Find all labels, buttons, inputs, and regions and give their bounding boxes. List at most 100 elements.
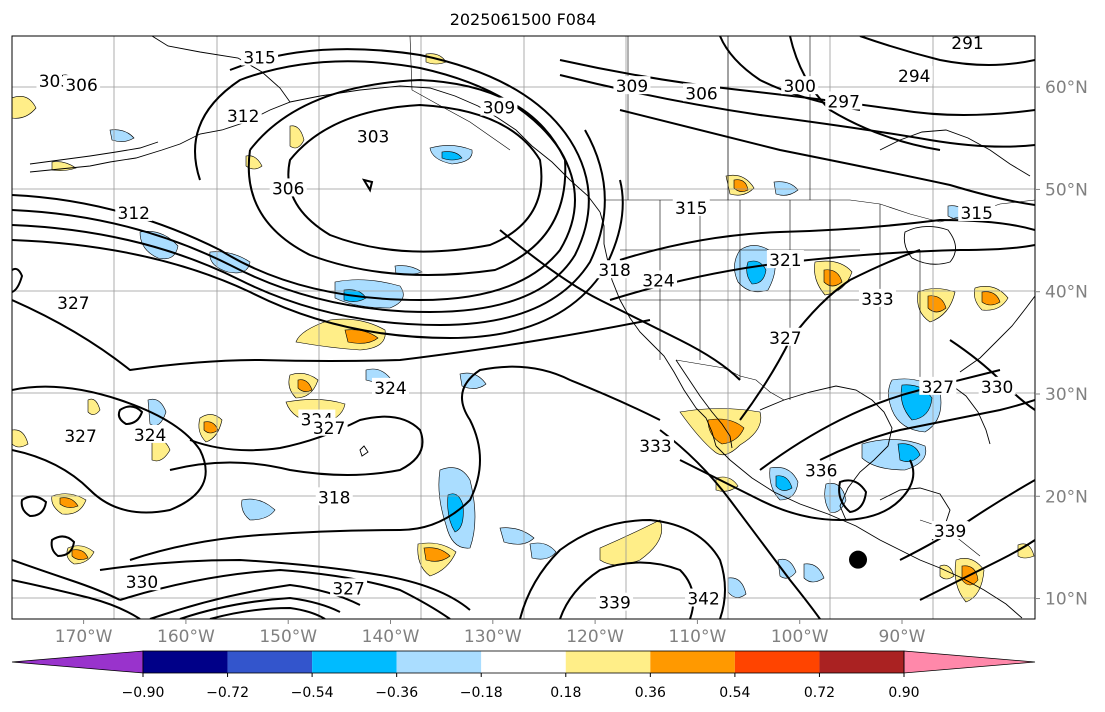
coastline-baja: [675, 359, 733, 449]
shaded-region: [775, 475, 793, 491]
map-frame: [11, 35, 1036, 620]
contour-label: 321: [769, 251, 801, 271]
contour-line: [759, 369, 1001, 471]
border-canada-provinces: [627, 36, 811, 200]
colorbar-tick-label: 0.18: [550, 685, 581, 701]
lat-tick-label: 60°N: [1045, 78, 1088, 98]
coastline-west-coast: [599, 211, 717, 447]
contour-line: [12, 579, 141, 619]
contour-line: [519, 518, 726, 619]
shaded-region: [71, 549, 89, 560]
colorbar-bin: [650, 651, 735, 673]
contour-label-bg: [115, 202, 153, 221]
contour-label: 315: [675, 199, 707, 219]
contour-line: [12, 267, 24, 293]
border-alaska-canada: [409, 36, 511, 151]
contour-label-bg: [931, 521, 969, 540]
contour-line: [919, 539, 1035, 601]
contour-label: 324: [134, 426, 166, 446]
contour-label: 327: [313, 419, 345, 439]
shaded-region: [59, 497, 79, 508]
contour-line: [899, 479, 1035, 561]
shaded-region: [529, 542, 557, 560]
contour-label: 306: [272, 179, 304, 199]
contour-label-bg: [131, 424, 169, 443]
lat-tick-label: 20°N: [1045, 487, 1088, 507]
shaded-region: [927, 295, 947, 313]
lat-tick-label: 30°N: [1045, 385, 1088, 405]
colorbar-bin: [396, 651, 482, 673]
lon-tick-label: 150°W: [259, 627, 317, 647]
colorbar-tick-label: 0.90: [888, 685, 919, 701]
colorbar-tick-label: −0.54: [291, 685, 334, 701]
coastline-hudson: [879, 129, 1031, 177]
contour-line: [361, 178, 374, 193]
contour-label: 330: [126, 573, 158, 593]
contour-label-bg: [640, 270, 678, 289]
contour-line: [119, 568, 451, 619]
contour-label: 339: [598, 594, 630, 614]
coastline-islands: [29, 141, 159, 165]
contour-label: 324: [374, 379, 406, 399]
lat-axis: 10°N 20°N 30°N 40°N 50°N 60°N: [1035, 78, 1088, 610]
contour-label-bg: [596, 260, 634, 279]
shaded-region: [241, 498, 276, 521]
contour-line: [12, 559, 121, 601]
lon-axis: 170°W 160°W 150°W 140°W 130°W 120°W 110°W 100°W…: [55, 619, 926, 647]
contour-line: [12, 385, 207, 514]
contour-line: [499, 229, 741, 381]
contour-label-bg: [636, 436, 674, 455]
contour-line: [179, 596, 341, 619]
shaded-region: [423, 547, 451, 562]
contour-line: [619, 109, 1035, 206]
contour-label: 309: [483, 99, 515, 119]
contour-label-bg: [858, 288, 896, 307]
colorbar-extend-under: [11, 650, 144, 674]
contour-label: 339: [934, 522, 966, 542]
lat-tick-label: 40°N: [1045, 283, 1088, 303]
colorbar-bin: [143, 651, 228, 673]
contour-line: [12, 60, 576, 302]
colorbar-extend-over: [903, 650, 1036, 674]
contour-line: [12, 48, 590, 314]
contour-line: [659, 429, 821, 619]
contour-label: 318: [598, 261, 630, 281]
lon-tick-label: 120°W: [566, 627, 624, 647]
contour-label-bg: [978, 376, 1016, 395]
shaded-region: [981, 291, 1001, 306]
contour-label: 306: [65, 76, 97, 96]
contour-label: 327: [64, 427, 96, 447]
contour-line: [739, 249, 921, 421]
shaded-region: [297, 379, 313, 392]
coastline-alaska: [29, 36, 291, 173]
contour-line: [12, 299, 651, 372]
contour-label-bg: [613, 76, 651, 95]
contour-label: 294: [898, 67, 930, 87]
contour-label: 312: [118, 204, 150, 224]
contour-label-bg: [330, 578, 368, 597]
contour-label-bg: [766, 250, 804, 269]
contour-label-bg: [685, 588, 723, 607]
contour-line: [819, 399, 1035, 461]
contour-label-bg: [354, 126, 392, 145]
contour-label-bg: [672, 197, 710, 216]
lon-tick-label: 160°W: [157, 627, 215, 647]
contour-line: [679, 459, 915, 522]
shaded-region: [897, 443, 921, 462]
lon-tick-label: 90°W: [879, 627, 926, 647]
contour-label-bg: [766, 327, 804, 346]
contour-label-bg: [224, 105, 262, 124]
shaded-region: [12, 96, 37, 119]
contour-line: [129, 365, 661, 561]
contour-lines: [12, 36, 1035, 619]
contour-line: [169, 415, 424, 476]
contour-label-bg: [596, 592, 634, 611]
contour-line: [619, 218, 1035, 261]
contour-label: 306: [685, 84, 717, 104]
contour-line: [609, 244, 1035, 301]
colorbar-bin: [565, 651, 651, 673]
shaded-region: [823, 269, 843, 287]
contour-line: [859, 36, 1035, 66]
contour-label-bg: [958, 202, 996, 221]
